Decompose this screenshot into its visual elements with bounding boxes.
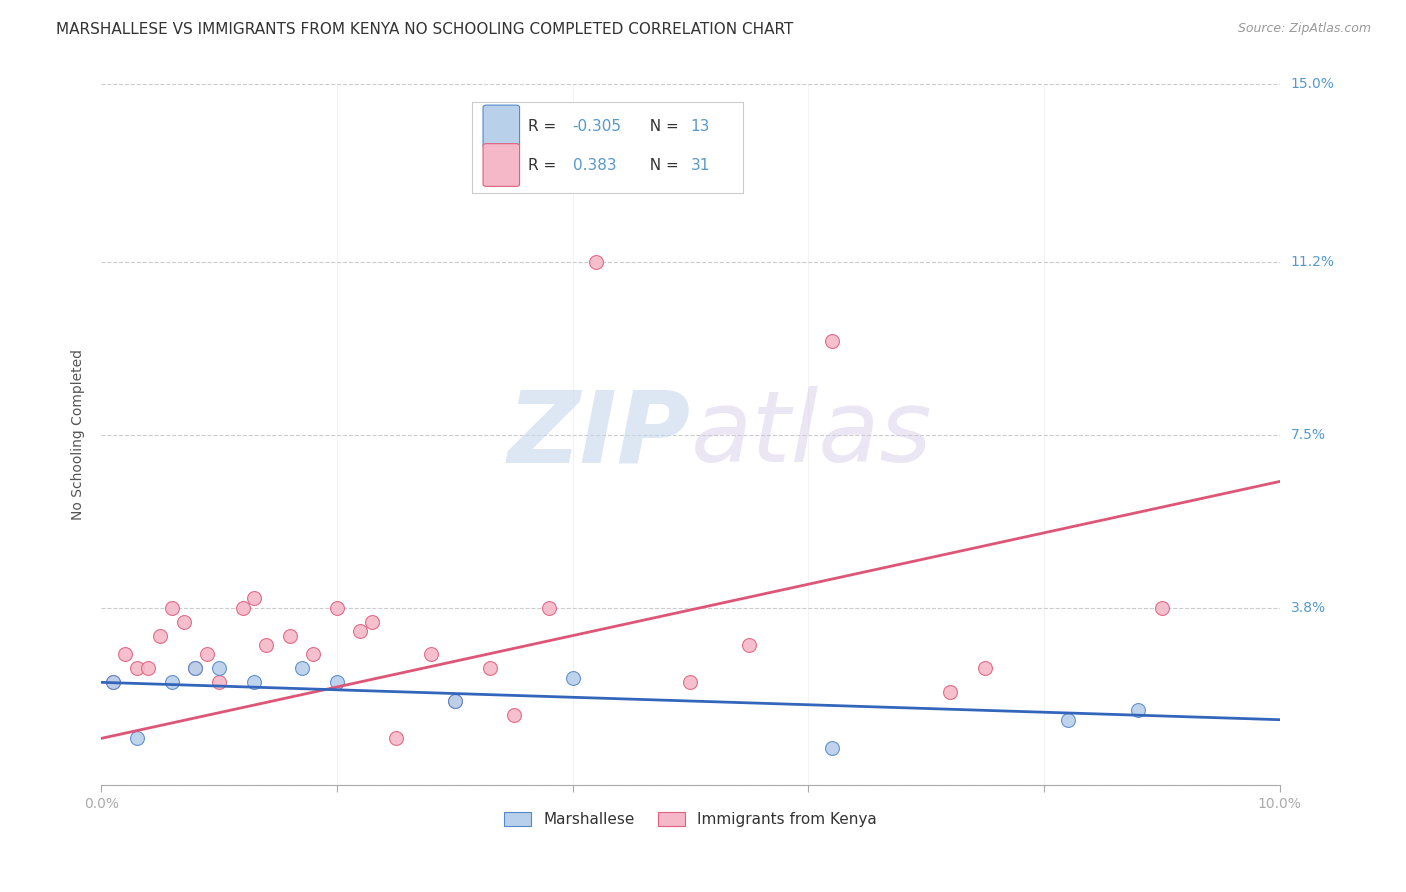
- Point: [243, 591, 266, 606]
- Point: [184, 661, 207, 675]
- Text: 7.5%: 7.5%: [1291, 428, 1326, 442]
- Point: [385, 731, 408, 746]
- Point: [125, 661, 148, 675]
- Point: [420, 648, 443, 662]
- Point: [361, 615, 384, 629]
- Text: R =: R =: [527, 119, 561, 134]
- Text: 13: 13: [690, 119, 710, 134]
- Point: [585, 255, 607, 269]
- Point: [537, 600, 560, 615]
- Point: [1128, 703, 1150, 717]
- Point: [278, 629, 301, 643]
- Text: 15.0%: 15.0%: [1291, 78, 1334, 92]
- Point: [679, 675, 702, 690]
- Point: [443, 694, 465, 708]
- Point: [254, 638, 277, 652]
- Point: [101, 675, 124, 690]
- Point: [125, 731, 148, 746]
- Point: [208, 661, 231, 675]
- Point: [149, 629, 172, 643]
- Point: [173, 615, 195, 629]
- Text: 11.2%: 11.2%: [1291, 255, 1334, 269]
- Point: [738, 638, 761, 652]
- FancyBboxPatch shape: [472, 102, 744, 193]
- Point: [561, 671, 583, 685]
- Point: [208, 675, 231, 690]
- Point: [101, 675, 124, 690]
- Text: ZIP: ZIP: [508, 386, 690, 483]
- Point: [195, 648, 218, 662]
- Point: [1056, 713, 1078, 727]
- Point: [938, 684, 960, 698]
- Point: [114, 648, 136, 662]
- Text: atlas: atlas: [690, 386, 932, 483]
- Point: [160, 675, 183, 690]
- Point: [184, 661, 207, 675]
- Point: [479, 661, 502, 675]
- Point: [821, 334, 844, 349]
- Legend: Marshallese, Immigrants from Kenya: Marshallese, Immigrants from Kenya: [498, 806, 883, 833]
- Text: Source: ZipAtlas.com: Source: ZipAtlas.com: [1237, 22, 1371, 36]
- Point: [349, 624, 371, 638]
- Point: [443, 694, 465, 708]
- Point: [326, 600, 349, 615]
- Text: N =: N =: [640, 119, 683, 134]
- Point: [138, 661, 160, 675]
- Text: 3.8%: 3.8%: [1291, 600, 1326, 615]
- Point: [1150, 600, 1173, 615]
- Text: N =: N =: [640, 158, 683, 172]
- Text: 0.383: 0.383: [572, 158, 616, 172]
- Text: MARSHALLESE VS IMMIGRANTS FROM KENYA NO SCHOOLING COMPLETED CORRELATION CHART: MARSHALLESE VS IMMIGRANTS FROM KENYA NO …: [56, 22, 793, 37]
- Point: [974, 661, 997, 675]
- FancyBboxPatch shape: [484, 105, 520, 148]
- Point: [302, 648, 325, 662]
- Y-axis label: No Schooling Completed: No Schooling Completed: [72, 350, 86, 520]
- Point: [821, 740, 844, 755]
- Point: [160, 600, 183, 615]
- FancyBboxPatch shape: [484, 144, 520, 186]
- Point: [290, 661, 312, 675]
- Point: [232, 600, 254, 615]
- Text: 31: 31: [690, 158, 710, 172]
- Point: [243, 675, 266, 690]
- Text: R =: R =: [527, 158, 561, 172]
- Point: [502, 708, 524, 723]
- Point: [326, 675, 349, 690]
- Text: -0.305: -0.305: [572, 119, 621, 134]
